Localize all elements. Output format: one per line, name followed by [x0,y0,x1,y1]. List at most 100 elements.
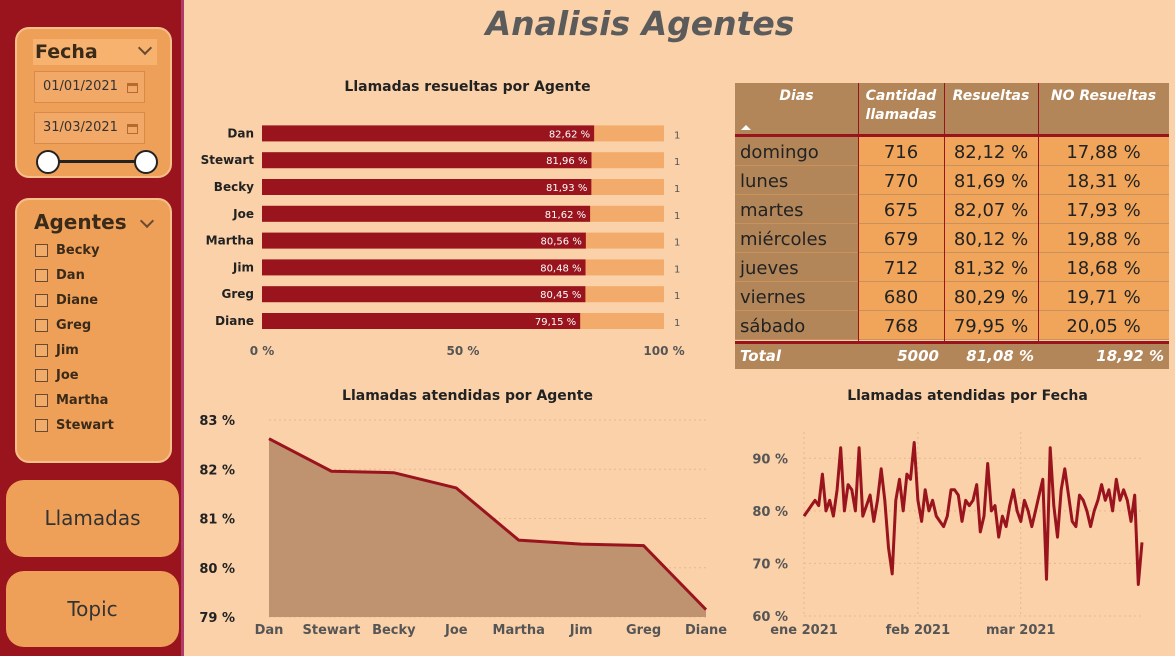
table-cell: jueves [735,253,858,282]
divider [858,83,859,344]
table-cell: 19,71 % [1038,282,1169,311]
bar[interactable] [262,313,581,329]
bar[interactable] [262,286,586,303]
line-chart: 90 % 80 % 70 % 60 %ene 2021 feb 2021 mar 2021 [752,432,1144,638]
topic-button[interactable]: Topic [6,571,179,647]
x-tick-label: Martha [493,623,545,638]
start-date-input[interactable]: 01/01/2021 [34,71,145,103]
bar-value-label: 81,62 % [545,210,586,221]
checkbox-icon[interactable] [35,343,48,357]
agent-filter-label: Joe [56,367,79,383]
table-cell: 81,69 % [944,166,1038,195]
end-date-value: 31/03/2021 [43,120,118,135]
agent-filter-item[interactable]: Jim [35,340,79,360]
total-cantidad: 5000 [897,347,939,365]
agent-filter-item[interactable]: Becky [35,240,100,260]
x-tick-label: mar 2021 [986,623,1055,638]
table-cell: 80,29 % [944,282,1038,311]
table-row[interactable]: sábado 768 79,95 % 20,05 % [735,311,1169,340]
table-cell: 17,88 % [1038,137,1169,166]
sort-ascending-icon[interactable] [741,125,751,130]
total-resueltas: 81,08 % [966,347,1034,365]
agent-filter-label: Stewart [56,417,114,433]
line-chart-title: Llamadas atendidas por Fecha [847,388,1088,404]
x-tick-label: Becky [372,623,416,638]
header-dias[interactable]: Dias [779,88,814,104]
agent-filter-item[interactable]: Martha [35,390,108,410]
agent-filter-label: Martha [56,392,109,408]
calendar-icon[interactable] [127,124,138,134]
table-row[interactable]: miércoles 679 80,12 % 19,88 % [735,224,1169,253]
bar-category-label: Martha [206,234,254,248]
table-row[interactable]: domingo 716 82,12 % 17,88 % [735,137,1169,166]
y-tick-label: 80 % [199,562,235,577]
table-row[interactable]: lunes 770 81,69 % 18,31 % [735,166,1169,195]
total-no-resueltas: 18,92 % [1096,347,1164,365]
area-chart-title: Llamadas atendidas por Agente [342,388,593,404]
table-cell: 680 [858,282,944,311]
chevron-down-icon[interactable] [139,213,155,229]
checkbox-icon[interactable] [35,368,48,382]
agent-filter-item[interactable]: Diane [35,290,98,310]
bar[interactable] [262,125,595,142]
checkbox-icon[interactable] [35,318,48,332]
table-cell: 770 [858,166,944,195]
area-line[interactable] [268,437,708,611]
table-cell: viernes [735,282,858,311]
agentes-slicer-title: Agentes [34,210,127,234]
bar-target-label: 1 [674,291,680,302]
sidebar: Fecha 01/01/2021 31/03/2021 Agentes Beck… [0,0,184,656]
y-tick-label: 81 % [199,513,235,528]
table-cell: domingo [735,137,858,166]
agent-filter-item[interactable]: Stewart [35,415,114,435]
checkbox-icon[interactable] [35,293,48,307]
fecha-slicer: Fecha 01/01/2021 31/03/2021 [15,27,172,178]
table-cell: 19,88 % [1038,224,1169,253]
table-cell: 768 [858,311,944,340]
bar[interactable] [262,259,586,276]
checkbox-icon[interactable] [35,418,48,432]
date-range-slider-track[interactable] [47,160,147,163]
table-cell: 18,68 % [1038,253,1169,282]
table-header: Dias Cantidad llamadas Resueltas NO Resu… [735,83,1169,136]
table-row[interactable]: martes 675 82,07 % 17,93 % [735,195,1169,224]
x-tick-label: Joe [444,623,468,638]
table-cell: 81,32 % [944,253,1038,282]
table-row[interactable]: viernes 680 80,29 % 19,71 % [735,282,1169,311]
date-range-end-handle[interactable] [134,150,158,174]
checkbox-icon[interactable] [35,393,48,407]
checkbox-icon[interactable] [35,243,48,257]
table-cell: 82,12 % [944,137,1038,166]
agent-filter-label: Becky [56,242,100,258]
days-table: Dias Cantidad llamadas Resueltas NO Resu… [735,83,1169,369]
header-cantidad[interactable]: Cantidad llamadas [865,88,937,123]
agent-filter-item[interactable]: Greg [35,315,91,335]
bar[interactable] [262,179,592,195]
agent-filter-item[interactable]: Joe [35,365,79,385]
divider [1038,83,1039,344]
table-cell: lunes [735,166,858,195]
bar[interactable] [262,232,586,249]
bar[interactable] [262,152,592,169]
line-series[interactable] [802,441,1144,586]
date-range-start-handle[interactable] [36,150,60,174]
checkbox-icon[interactable] [35,268,48,282]
llamadas-button[interactable]: Llamadas [6,480,179,557]
divider [735,223,1169,224]
header-resueltas[interactable]: Resueltas [952,88,1030,104]
header-no-resueltas[interactable]: NO Resueltas [1050,88,1157,104]
bar[interactable] [262,205,591,222]
agent-filter-item[interactable]: Dan [35,265,85,285]
end-date-input[interactable]: 31/03/2021 [34,112,145,144]
x-tick-label: feb 2021 [886,623,951,638]
agent-filter-label: Diane [56,292,99,308]
divider [735,310,1169,311]
calendar-icon[interactable] [127,83,138,93]
x-tick-label: 50 % [447,344,480,358]
agent-filter-label: Dan [56,267,85,283]
agent-filter-label: Jim [56,342,79,358]
table-row[interactable]: jueves 712 81,32 % 18,68 % [735,253,1169,282]
table-cell: 17,93 % [1038,195,1169,224]
divider [735,194,1169,195]
area-fill [269,438,706,617]
